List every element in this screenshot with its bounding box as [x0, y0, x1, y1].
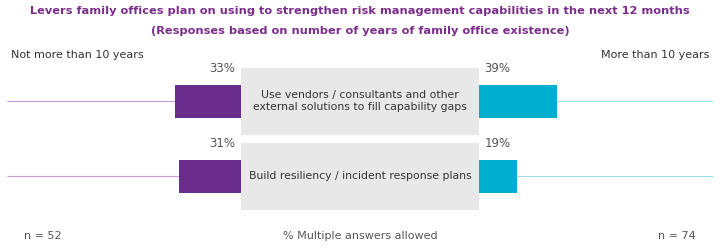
Text: Build resiliency / incident response plans: Build resiliency / incident response pla… — [248, 171, 472, 181]
Text: n = 52: n = 52 — [24, 231, 62, 241]
FancyBboxPatch shape — [241, 68, 479, 135]
Text: Use vendors / consultants and other
external solutions to fill capability gaps: Use vendors / consultants and other exte… — [253, 90, 467, 112]
Bar — [479, 160, 517, 192]
Bar — [179, 160, 241, 192]
Text: Levers family offices plan on using to strengthen risk management capabilities i: Levers family offices plan on using to s… — [30, 6, 690, 16]
Text: (Responses based on number of years of family office existence): (Responses based on number of years of f… — [150, 26, 570, 36]
FancyBboxPatch shape — [241, 142, 479, 210]
Text: 33%: 33% — [210, 62, 235, 75]
Bar — [175, 85, 241, 117]
Text: 19%: 19% — [485, 137, 510, 150]
Bar — [479, 85, 557, 117]
Text: Not more than 10 years: Not more than 10 years — [11, 50, 143, 60]
Text: % Multiple answers allowed: % Multiple answers allowed — [283, 231, 437, 241]
Text: More than 10 years: More than 10 years — [600, 50, 709, 60]
Text: 31%: 31% — [210, 137, 235, 150]
Text: 39%: 39% — [485, 62, 510, 75]
Text: n = 74: n = 74 — [658, 231, 696, 241]
